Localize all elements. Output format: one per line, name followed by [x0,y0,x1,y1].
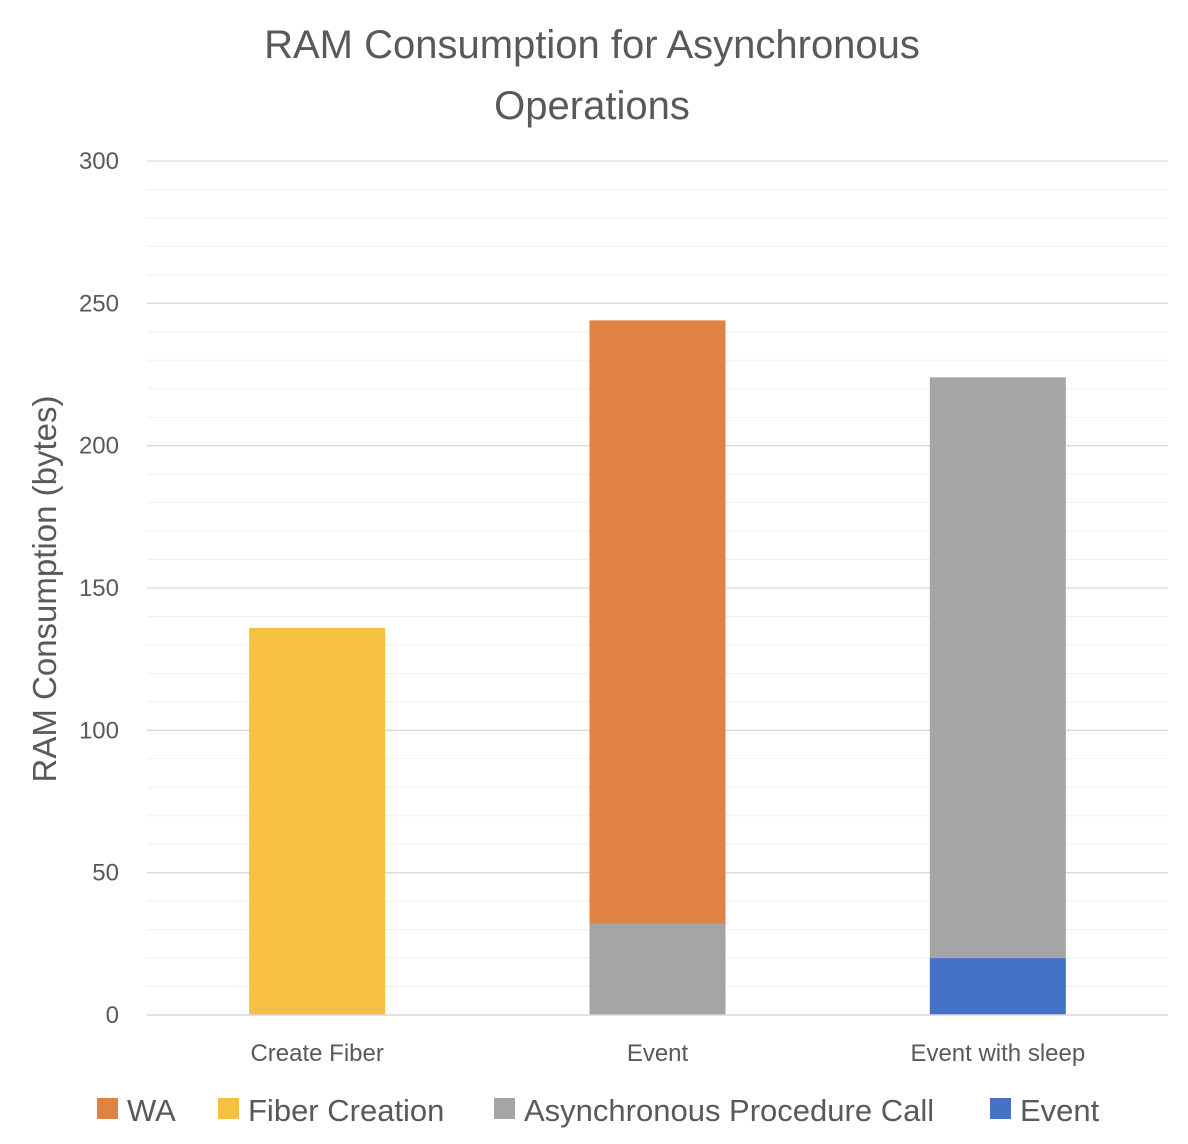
bar-segment [929,377,1066,959]
y-tick-label: 200 [79,433,119,460]
y-tick-label: 100 [79,717,119,744]
chart-title-line: RAM Consumption for Asynchronous [264,23,920,67]
y-tick-label: 150 [79,575,119,602]
x-category-label: Event with sleep [910,1040,1085,1067]
legend-label: Fiber Creation [248,1093,444,1128]
y-tick-label: 250 [79,290,119,317]
legend-swatch [990,1098,1011,1119]
bars [147,320,1168,1016]
bar-segment [589,320,726,924]
legend: WA Fiber Creation Asynchronous Procedure C… [97,1093,1100,1128]
y-tick-label: 0 [106,1002,119,1029]
legend-swatch [97,1098,118,1119]
y-axis-title: RAM Consumption (bytes) [26,396,63,783]
x-axis-categories: Create Fiber Event Event with sleep [250,1040,1085,1067]
legend-swatch [494,1098,515,1119]
x-category-label: Event [627,1040,689,1067]
bar-segment [249,627,386,1015]
y-axis-ticks: 0 50 100 150 200 250 300 [79,148,119,1029]
chart-title-line: Operations [494,84,690,128]
legend-label: Asynchronous Procedure Call [524,1093,934,1128]
legend-swatch [218,1098,239,1119]
bar-segment [589,923,726,1015]
y-tick-label: 50 [92,860,119,887]
y-tick-label: 300 [79,148,119,175]
bar-segment [929,958,1066,1015]
y-axis-title-text: RAM Consumption (bytes) [26,396,63,783]
legend-label: WA [127,1093,176,1128]
legend-label: Event [1020,1093,1100,1128]
x-category-label: Create Fiber [250,1040,383,1067]
chart-title: RAM Consumption for Asynchronous Operatio… [264,23,920,128]
